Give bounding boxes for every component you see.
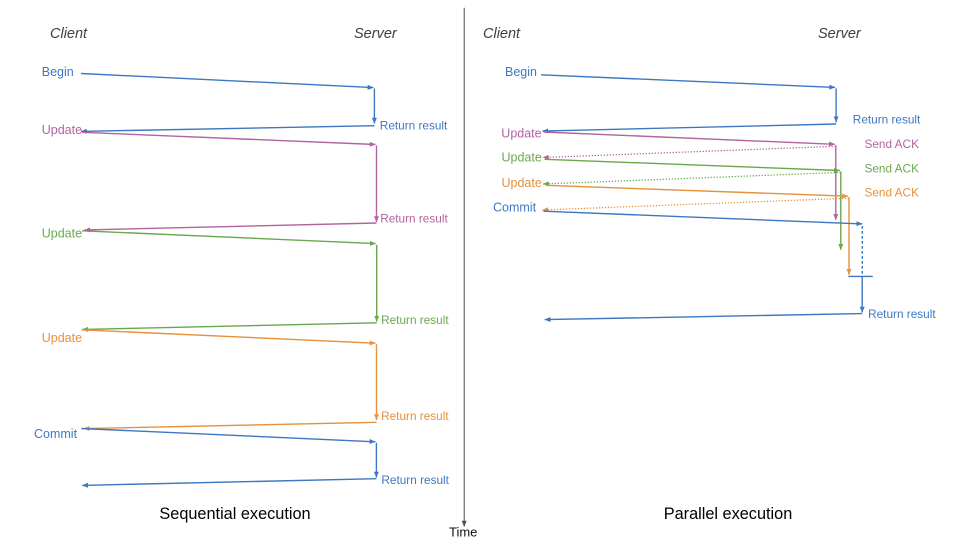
svg-text:Return result: Return result [853,113,921,127]
svg-text:Update: Update [42,331,82,345]
svg-text:Return result: Return result [380,119,448,133]
svg-text:Update: Update [502,176,542,190]
svg-text:Return result: Return result [868,307,936,321]
svg-text:Send ACK: Send ACK [865,137,920,151]
svg-text:Time: Time [449,525,477,540]
svg-text:Commit: Commit [493,201,537,215]
svg-text:Update: Update [502,151,542,165]
svg-text:Server: Server [818,26,862,42]
svg-text:Parallel execution: Parallel execution [664,505,793,523]
svg-text:Send ACK: Send ACK [865,161,920,175]
svg-text:Update: Update [42,123,82,137]
svg-text:Server: Server [354,26,398,42]
svg-text:Send ACK: Send ACK [865,186,920,200]
svg-text:Begin: Begin [505,65,537,79]
svg-text:Update: Update [42,227,82,241]
svg-text:Update: Update [501,126,541,140]
svg-text:Return result: Return result [380,212,448,226]
svg-text:Return result: Return result [381,473,449,487]
svg-text:Return result: Return result [381,313,449,327]
svg-text:Begin: Begin [42,65,74,79]
svg-text:Client: Client [483,26,521,42]
svg-text:Return result: Return result [381,409,449,423]
svg-text:Sequential execution: Sequential execution [159,505,310,523]
svg-text:Client: Client [50,26,88,42]
svg-text:Commit: Commit [34,427,78,441]
